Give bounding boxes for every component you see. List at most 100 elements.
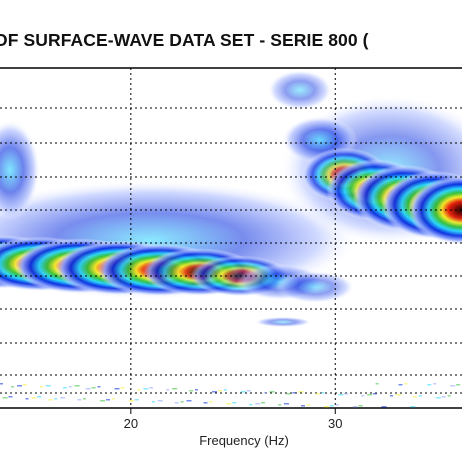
noise-speck [261,402,266,404]
noise-speck [85,388,91,390]
noise-speck [172,388,178,390]
noise-speck [447,395,451,397]
noise-speck [456,384,461,386]
noise-speck [321,392,325,394]
noise-speck [189,390,194,392]
noise-speck [180,401,184,403]
grid [0,68,462,408]
noise-speck [358,405,363,407]
noise-speck [395,394,401,396]
noise-speck [91,387,96,389]
low-energy-noise [0,383,461,408]
noise-speck [68,386,72,388]
noise-speck [410,406,416,408]
noise-speck [361,395,365,397]
x-axis-ticks: 20 30 [124,408,342,431]
noise-speck [149,387,154,389]
noise-speck [450,385,456,387]
noise-speck [106,399,110,401]
noise-speck [2,397,8,399]
noise-speck [255,403,261,405]
noise-speck [249,404,253,406]
heatmap-layer [0,69,462,327]
noise-speck [39,386,43,388]
noise-speck [278,404,282,406]
noise-speck [203,402,208,404]
noise-speck [22,384,27,386]
noise-speck [74,385,80,387]
noise-speck [186,400,192,402]
noise-speck [390,395,393,397]
noise-speck [31,397,37,399]
x-axis-label: Frequency (Hz) [199,433,289,448]
noise-speck [114,388,120,390]
chart-title: OF SURFACE-WAVE DATA SET - SERIE 800 ( [0,30,369,50]
noise-speck [373,393,377,395]
noise-speck [45,385,51,387]
noise-speck [329,405,334,407]
noise-speck [263,392,267,394]
noise-speck [367,394,373,396]
noise-speck [100,400,106,402]
noise-speck [435,397,441,399]
noise-speck [111,398,115,400]
noise-speck [398,384,403,386]
noise-speck [166,389,170,391]
noise-speck [54,398,58,400]
noise-speck [404,383,408,385]
noise-speck [335,404,339,406]
noise-speck [352,406,358,408]
noise-speck [134,399,139,401]
noise-speck [128,400,134,402]
noise-speck [240,391,246,393]
ridge-2-blob [267,69,333,111]
noise-speck [427,384,432,386]
noise-speck [137,389,141,391]
noise-speck [298,391,304,393]
noise-speck [381,406,387,408]
noise-speck [195,389,198,391]
noise-speck [8,396,13,398]
x-tick-label: 30 [328,416,342,431]
noise-speck [37,396,42,398]
noise-speck [441,396,446,398]
noise-speck [232,402,237,404]
noise-speck [97,386,101,388]
noise-speck [338,394,344,396]
noise-speck [0,383,3,385]
noise-speck [323,406,329,408]
noise-speck [433,383,437,385]
noise-speck [11,386,15,388]
noise-speck [284,403,289,405]
noise-speck [143,388,149,390]
noise-speck [151,401,155,403]
noise-speck [292,392,296,394]
noise-speck [315,393,320,395]
noise-speck [306,404,310,406]
noise-speck [212,391,217,393]
noise-speck [217,390,222,392]
noise-speck [301,405,305,407]
noise-speck [412,396,417,398]
noise-speck [344,393,349,395]
noise-speck [157,400,163,402]
noise-speck [77,399,82,401]
noise-speck [17,385,22,387]
x-tick-label: 20 [124,416,138,431]
noise-speck [209,401,213,403]
isolated-blob [255,317,311,327]
noise-speck [418,395,422,397]
noise-speck [62,387,67,389]
noise-speck [375,383,379,385]
noise-speck [48,399,53,401]
noise-speck [246,390,251,392]
noise-speck [223,389,227,391]
noise-speck [226,403,232,405]
noise-speck [174,402,179,404]
noise-speck [25,398,29,400]
noise-speck [60,397,66,399]
noise-speck [286,393,291,395]
upper-left-arc [0,120,40,220]
noise-speck [83,398,87,400]
